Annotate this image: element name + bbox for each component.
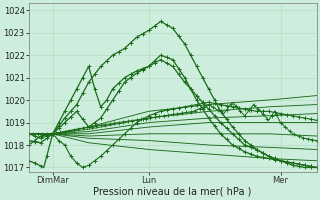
X-axis label: Pression niveau de la mer( hPa ): Pression niveau de la mer( hPa ): [93, 187, 252, 197]
